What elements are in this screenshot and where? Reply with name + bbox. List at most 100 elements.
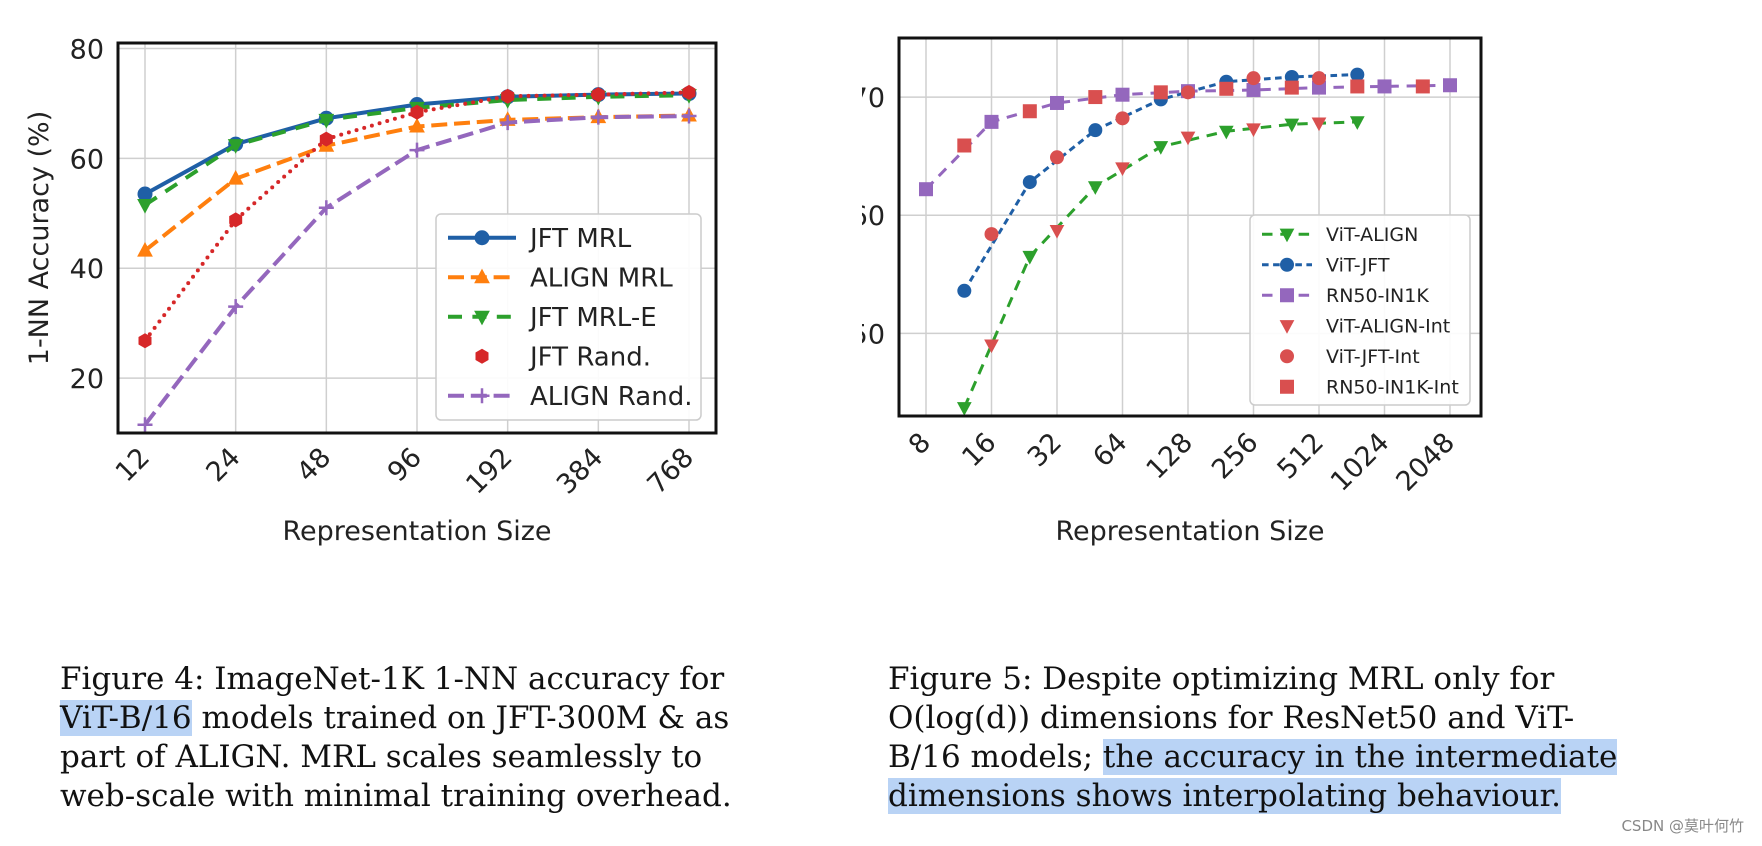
legend-entry: ViT-JFT-Int [1280, 346, 1420, 368]
circle-marker [1022, 175, 1037, 190]
circle-marker [1050, 150, 1064, 165]
hexagon-marker [475, 348, 489, 364]
circle-marker [474, 230, 490, 246]
legend-label: JFT MRL-E [528, 303, 657, 333]
circle-marker [1246, 71, 1261, 86]
y-tick-label: 40 [70, 254, 104, 285]
series-vit-jft-int [984, 71, 1326, 242]
circle-marker [1350, 67, 1365, 82]
square-marker [1022, 104, 1037, 119]
plot-frame [897, 36, 1483, 418]
legend-entry: ALIGN Rand. [448, 382, 692, 412]
x-axis-label: Representation Size [1055, 516, 1324, 547]
x-tick-label: 512 [1272, 427, 1330, 485]
series-align-rand- [137, 108, 697, 433]
circle-marker [1312, 71, 1326, 86]
caption-line: ViT-B/16 models trained on JFT-300M & as [60, 699, 820, 738]
legend-label: ViT-ALIGN [1326, 224, 1418, 246]
square-marker [919, 182, 933, 197]
plus-marker [137, 417, 153, 433]
y-tick-label: 50 [862, 319, 885, 350]
square-marker [1219, 81, 1234, 96]
x-tick-label: 128 [1141, 427, 1199, 485]
triangle-down-marker [1311, 117, 1327, 132]
triangle-down-marker [1246, 123, 1261, 138]
legend-entry: ALIGN MRL [448, 264, 673, 294]
triangle-down-marker [1279, 320, 1295, 334]
square-marker [1350, 79, 1365, 94]
square-marker [1115, 87, 1130, 102]
y-axis-label: 1-NN Accuracy (%) [24, 111, 55, 365]
caption-highlight: dimensions shows interpolating behaviour… [888, 778, 1561, 814]
triangle-down-marker [1049, 224, 1065, 239]
hexagon-marker [229, 212, 243, 228]
legend: ViT-ALIGN ViT-JFT RN50-IN1K ViT-ALIGN-Int Vi… [1249, 214, 1471, 406]
x-axis-label: Representation Size [282, 516, 551, 547]
legend-entry: RN50-IN1K-Int [1280, 377, 1459, 399]
square-marker [1088, 90, 1103, 105]
x-tick-label: 2048 [1390, 427, 1461, 498]
series-vit-align-int [984, 117, 1327, 354]
legend-entry: ViT-ALIGN-Int [1279, 316, 1450, 338]
plus-marker [681, 108, 697, 124]
figure-5-caption: Figure 5: Despite optimizing MRL only fo… [888, 660, 1688, 816]
circle-marker [1284, 69, 1299, 84]
caption-highlight: the accuracy in the intermediate [1102, 739, 1618, 775]
y-tick-label: 60 [70, 144, 104, 175]
square-marker [1280, 288, 1294, 303]
hexagon-marker [138, 333, 152, 349]
triangle-down-marker [1279, 228, 1295, 243]
x-tick-label: 12 [110, 442, 156, 488]
triangle-down-marker [474, 310, 490, 326]
legend-label: ViT-ALIGN-Int [1326, 316, 1450, 338]
plus-marker [590, 109, 606, 125]
square-marker [1153, 85, 1168, 100]
y-tick-label: 20 [70, 364, 104, 395]
legend-entry: ViT-JFT [1262, 255, 1390, 277]
x-tick-label: 24 [200, 442, 246, 488]
legend-entry: RN50-IN1K [1262, 285, 1429, 307]
legend-label: JFT MRL [528, 224, 632, 254]
triangle-down-marker [1349, 116, 1365, 130]
square-marker [1377, 79, 1392, 94]
plus-marker [500, 115, 516, 131]
watermark: CSDN @莫叶何竹 [1621, 817, 1744, 835]
triangle-up-marker [474, 268, 490, 284]
series-vit-jft [957, 67, 1365, 298]
square-marker [1443, 78, 1457, 93]
square-marker [984, 114, 999, 129]
circle-marker [1181, 85, 1195, 100]
x-tick-label: 192 [460, 442, 518, 500]
legend-label: ViT-JFT [1326, 255, 1390, 277]
caption-line: Figure 4: ImageNet-1K 1-NN accuracy for [60, 661, 725, 697]
caption-line: web-scale with minimal training overhead… [60, 778, 732, 814]
hexagon-marker [319, 131, 333, 147]
caption-text: models trained on JFT-300M & as [191, 700, 730, 736]
plus-marker [318, 200, 334, 216]
series-rn50-in1k-int [957, 79, 1430, 153]
legend-label: RN50-IN1K [1326, 285, 1429, 307]
legend-label: ALIGN Rand. [530, 382, 692, 412]
figure-4-chart: 20 40 60 80 12 24 48 96 192 384 768 Representation … [24, 34, 718, 547]
square-marker [1280, 379, 1294, 394]
triangle-down-marker [1022, 250, 1038, 265]
caption-highlight: ViT-B/16 [60, 700, 192, 736]
caption-line: dimensions shows interpolating behaviour… [888, 777, 1688, 816]
caption-line: Figure 5: Despite optimizing MRL only fo… [888, 661, 1555, 697]
triangle-down-marker [1087, 181, 1103, 195]
x-tick-label: 32 [1022, 427, 1068, 473]
square-marker [1050, 95, 1064, 110]
x-tick-label: 64 [1087, 427, 1133, 473]
y-tick-label: 80 [70, 34, 104, 65]
legend-box [1249, 214, 1471, 406]
legend-entry: JFT MRL-E [448, 303, 657, 333]
x-tick-label: 48 [291, 442, 337, 488]
circle-marker [1115, 111, 1130, 126]
square-marker [1246, 82, 1261, 97]
triangle-down-marker [956, 402, 972, 416]
triangle-down-marker [1115, 162, 1130, 176]
y-tick-label: 60 [862, 201, 885, 232]
caption-text: B/16 models; [888, 739, 1103, 775]
plot-frame [116, 41, 718, 435]
